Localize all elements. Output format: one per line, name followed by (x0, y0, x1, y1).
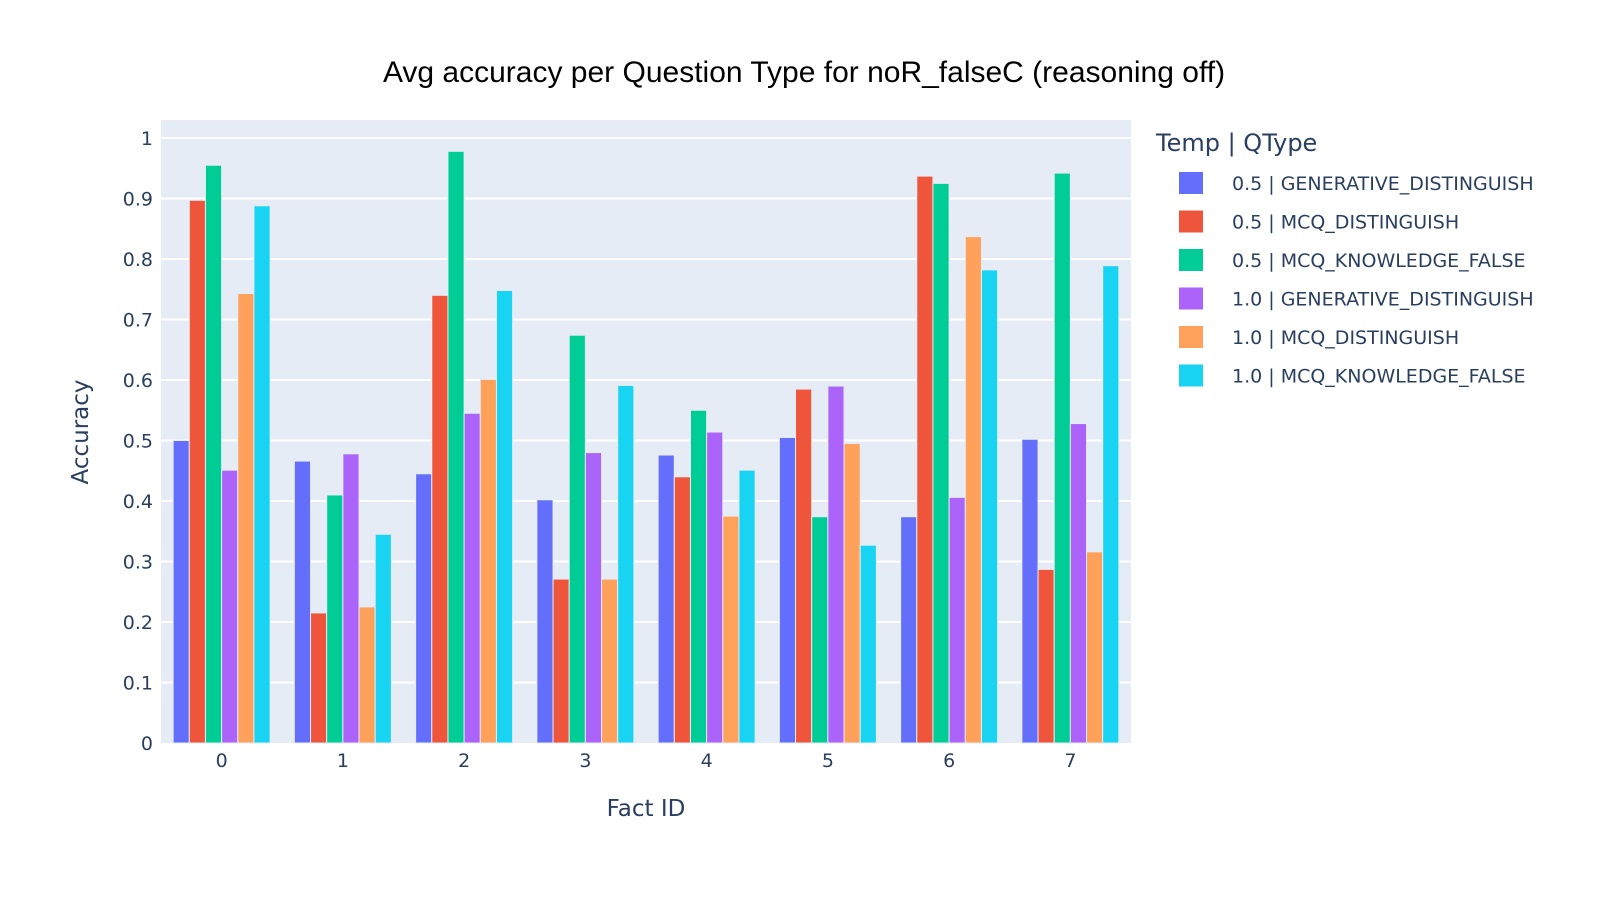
bar[interactable] (326, 494, 344, 744)
y-tick-label: 0 (141, 733, 153, 755)
bar[interactable] (1086, 551, 1104, 744)
legend-item[interactable]: 1.0 | MCQ_DISTINGUISH (1179, 326, 1459, 349)
bar[interactable] (827, 385, 845, 744)
bar[interactable] (188, 199, 206, 744)
bar[interactable] (1102, 265, 1120, 744)
legend-swatch (1179, 287, 1203, 310)
bar[interactable] (310, 612, 328, 744)
bar[interactable] (237, 292, 255, 744)
bar[interactable] (293, 460, 312, 744)
bar[interactable] (1053, 172, 1071, 744)
bar[interactable] (689, 409, 708, 744)
bar[interactable] (706, 431, 724, 744)
legend-title: Temp | QType (1155, 129, 1317, 157)
y-tick-label: 0.3 (123, 552, 153, 574)
bar[interactable] (253, 205, 271, 744)
legend-label: 1.0 | MCQ_DISTINGUISH (1232, 327, 1459, 349)
chart-title: Avg accuracy per Question Type for noR_f… (383, 56, 1225, 89)
legend-swatch (1179, 172, 1203, 194)
bar[interactable] (415, 473, 433, 744)
legend-label: 0.5 | GENERATIVE_DISTINGUISH (1232, 173, 1534, 195)
legend-items: 0.5 | GENERATIVE_DISTINGUISH 0.5 | MCQ_DI… (1179, 172, 1534, 388)
bar[interactable] (601, 578, 619, 744)
y-tick-label: 1 (141, 128, 153, 150)
bar[interactable] (447, 150, 465, 744)
bar[interactable] (843, 443, 861, 744)
legend-label: 1.0 | GENERATIVE_DISTINGUISH (1232, 289, 1534, 311)
legend-swatch (1179, 364, 1203, 387)
legend-swatch (1179, 210, 1203, 233)
bar[interactable] (617, 384, 635, 744)
bar[interactable] (495, 289, 514, 744)
bar[interactable] (948, 496, 966, 744)
bar[interactable] (568, 334, 586, 744)
x-axis-ticks: 0 1 2 3 4 5 6 7 (216, 750, 1077, 772)
y-tick-label: 0.4 (123, 491, 153, 513)
y-axis-title: Accuracy (68, 379, 94, 484)
legend-swatch (1179, 326, 1203, 348)
bar[interactable] (795, 388, 813, 744)
bar[interactable] (431, 294, 449, 744)
bar[interactable] (172, 440, 190, 744)
x-tick-label: 2 (458, 750, 470, 772)
legend-item[interactable]: 0.5 | MCQ_DISTINGUISH (1179, 210, 1459, 234)
bar[interactable] (859, 544, 877, 744)
x-tick-label: 0 (216, 750, 228, 772)
x-tick-label: 6 (943, 750, 955, 772)
legend-item[interactable]: 1.0 | GENERATIVE_DISTINGUISH (1179, 287, 1534, 311)
bars (172, 150, 1120, 744)
legend-swatch (1179, 249, 1203, 271)
x-tick-label: 7 (1064, 750, 1076, 772)
x-tick-label: 4 (701, 750, 713, 772)
y-tick-label: 0.9 (123, 189, 153, 211)
bar[interactable] (358, 606, 376, 744)
y-tick-label: 0.7 (123, 310, 153, 332)
bar[interactable] (479, 378, 497, 744)
legend-label: 0.5 | MCQ_KNOWLEDGE_FALSE (1232, 250, 1526, 272)
x-tick-label: 1 (337, 750, 349, 772)
bar[interactable] (221, 469, 239, 744)
bar[interactable] (204, 164, 223, 744)
bar[interactable] (1069, 423, 1088, 744)
bar[interactable] (1021, 438, 1039, 744)
bar[interactable] (722, 515, 740, 744)
legend: Temp | QType 0.5 | GENERATIVE_DISTINGUIS… (1155, 129, 1534, 388)
bar[interactable] (374, 533, 392, 744)
bar[interactable] (1037, 568, 1055, 744)
bar[interactable] (657, 454, 675, 744)
bar[interactable] (932, 182, 950, 744)
y-tick-label: 0.5 (123, 431, 153, 453)
bar[interactable] (964, 236, 982, 744)
bar[interactable] (342, 453, 360, 744)
y-tick-label: 0.8 (123, 249, 153, 271)
legend-item[interactable]: 0.5 | GENERATIVE_DISTINGUISH (1179, 172, 1534, 195)
bar[interactable] (673, 476, 691, 744)
x-axis-title: Fact ID (607, 796, 686, 822)
x-tick-label: 3 (579, 750, 591, 772)
bar[interactable] (778, 436, 797, 744)
bar[interactable] (463, 412, 481, 744)
y-tick-label: 0.2 (123, 612, 153, 634)
bar[interactable] (552, 578, 570, 744)
legend-item[interactable]: 1.0 | MCQ_KNOWLEDGE_FALSE (1179, 364, 1526, 388)
bar[interactable] (738, 469, 756, 744)
legend-label: 0.5 | MCQ_DISTINGUISH (1232, 212, 1459, 234)
bar[interactable] (900, 516, 918, 744)
bar[interactable] (811, 516, 829, 744)
y-tick-label: 0.1 (123, 673, 153, 695)
bar[interactable] (980, 269, 999, 744)
legend-item[interactable]: 0.5 | MCQ_KNOWLEDGE_FALSE (1179, 249, 1526, 272)
bar[interactable] (584, 452, 603, 744)
bar[interactable] (536, 499, 554, 744)
y-axis-ticks: 0 0.1 0.2 0.3 0.4 0.5 0.6 0.7 0.8 0.9 1 (123, 128, 153, 755)
legend-label: 1.0 | MCQ_KNOWLEDGE_FALSE (1232, 366, 1526, 388)
bar[interactable] (916, 175, 934, 744)
y-tick-label: 0.6 (123, 370, 153, 392)
x-tick-label: 5 (822, 750, 834, 772)
